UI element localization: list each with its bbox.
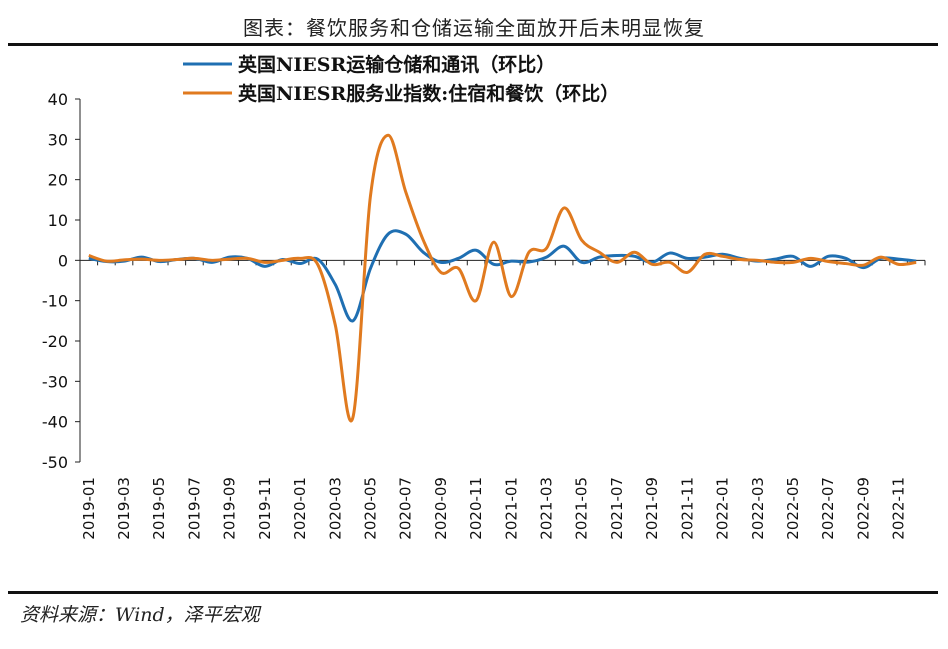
x-tick-label: 2021-05 bbox=[573, 477, 591, 540]
x-tick-label: 2021-07 bbox=[608, 477, 626, 540]
x-tick-label: 2020-09 bbox=[432, 477, 450, 540]
x-tick-label: 2022-11 bbox=[890, 477, 908, 540]
x-tick-label: 2021-01 bbox=[502, 477, 520, 540]
legend-label: 英国NIESR运输仓储和通讯（环比） bbox=[238, 53, 555, 76]
x-tick-label: 2022-01 bbox=[714, 477, 732, 540]
top-rule bbox=[8, 43, 938, 46]
x-tick-label: 2020-11 bbox=[467, 477, 485, 540]
x-tick-label: 2021-11 bbox=[678, 477, 696, 540]
x-tick-label: 2019-07 bbox=[185, 477, 203, 540]
x-tick-label: 2020-07 bbox=[397, 477, 415, 540]
legend-label: 英国NIESR服务业指数:住宿和餐饮（环比） bbox=[238, 82, 619, 105]
series-line-transport bbox=[88, 229, 917, 323]
x-tick-label: 2019-01 bbox=[80, 477, 98, 540]
series-line-accommodation bbox=[88, 133, 917, 423]
chart-legend: 英国NIESR运输仓储和通讯（环比） 英国NIESR服务业指数:住宿和餐饮（环比） bbox=[183, 53, 619, 105]
x-tick-label: 2019-09 bbox=[221, 477, 239, 540]
y-tick-label: -50 bbox=[42, 453, 68, 472]
y-tick-label: 20 bbox=[48, 171, 68, 190]
y-tick-label: 40 bbox=[48, 90, 68, 109]
x-tick-label: 2019-11 bbox=[256, 477, 274, 540]
y-tick-label: -40 bbox=[42, 413, 68, 432]
x-tick-label: 2020-05 bbox=[361, 477, 379, 540]
x-tick-label: 2022-03 bbox=[749, 477, 767, 540]
x-tick-label: 2021-03 bbox=[538, 477, 556, 540]
bottom-rule bbox=[8, 591, 938, 594]
y-tick-label: -20 bbox=[42, 332, 68, 351]
x-tick-label: 2021-09 bbox=[643, 477, 661, 540]
x-tick-label: 2020-03 bbox=[326, 477, 344, 540]
x-tick-label: 2022-07 bbox=[819, 477, 837, 540]
y-tick-label: 10 bbox=[48, 211, 68, 230]
y-tick-label: 0 bbox=[58, 251, 68, 270]
x-tick-label: 2022-09 bbox=[854, 477, 872, 540]
chart-axes: 40 30 20 10 0 -10 -20 -30 -40 -50 2019-01 2019-03 20… bbox=[42, 90, 926, 540]
source-note: 资料来源：Wind，泽平宏观 bbox=[20, 604, 260, 626]
y-tick-label: -30 bbox=[42, 372, 68, 391]
y-tick-label: 30 bbox=[48, 130, 68, 149]
x-tick-label: 2019-05 bbox=[150, 477, 168, 540]
figure-title: 图表：餐饮服务和仓储运输全面放开后未明显恢复 bbox=[243, 16, 705, 40]
x-tick-label: 2019-03 bbox=[115, 477, 133, 540]
x-tick-label: 2022-05 bbox=[784, 477, 802, 540]
series-lines bbox=[88, 133, 917, 423]
y-tick-label: -10 bbox=[42, 292, 68, 311]
x-tick-label: 2020-01 bbox=[291, 477, 309, 540]
